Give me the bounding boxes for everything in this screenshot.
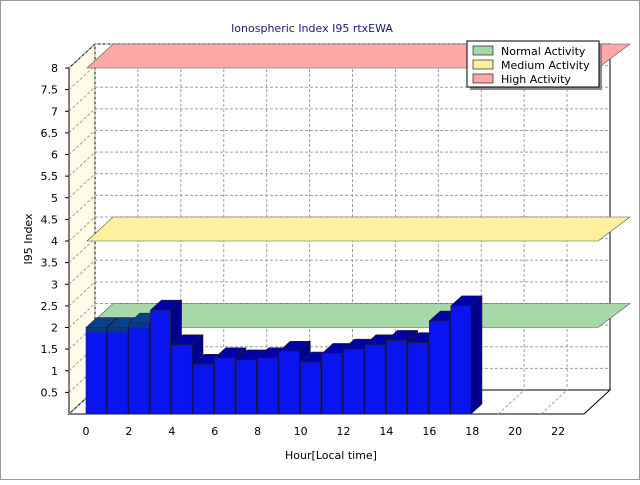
grid-line-floor (497, 389, 525, 415)
bar-series (85, 295, 483, 415)
bar-front (150, 309, 171, 415)
grid-line-floor (68, 389, 96, 415)
y-tick-label: 1.5 (41, 343, 59, 356)
grid-line-wall (68, 238, 96, 263)
activity-bands (86, 43, 631, 328)
y-tick-label: 2.5 (41, 300, 59, 313)
y-tick-label: 5.5 (41, 170, 59, 183)
band-medium-activity (86, 216, 631, 242)
bar-side (470, 295, 483, 415)
x-tick-label: 14 (379, 425, 393, 438)
bar-front (192, 363, 214, 415)
bar-front (257, 357, 279, 415)
band-normal-activity (86, 303, 631, 328)
bar-front (107, 327, 128, 415)
grid-line-wall (68, 65, 96, 90)
x-tick-label: 6 (211, 425, 218, 438)
legend-swatch (472, 73, 494, 84)
bar-front (300, 361, 322, 415)
grid-line-wall (68, 281, 96, 307)
x-tick-label: 0 (83, 425, 90, 438)
grid-line-wall (68, 43, 96, 69)
x-tick-label: 2 (125, 425, 132, 438)
grid-line-wall (68, 324, 96, 350)
y-tick-label: 3 (51, 278, 58, 291)
x-tick-label: 22 (551, 425, 565, 438)
bar-front (235, 359, 257, 415)
grid-line-wall (68, 108, 96, 134)
grid-line-wall (68, 86, 96, 112)
grid-line-floor (540, 389, 568, 415)
grid-line-wall (68, 259, 96, 285)
bar-front (364, 344, 386, 415)
bar-front (321, 353, 343, 415)
bar-front (85, 327, 107, 415)
x-tick-label: 16 (422, 425, 436, 438)
x-tick-label: 18 (465, 425, 479, 438)
grid-line-wall (68, 151, 96, 177)
x-tick-label: 12 (337, 425, 351, 438)
y-tick-label: 4 (51, 235, 58, 248)
legend-swatch (472, 45, 494, 56)
y-tick-label: 7.5 (41, 84, 59, 97)
bar-front (450, 305, 472, 415)
y-tick-label: 6.5 (41, 127, 59, 140)
bar-front (278, 350, 300, 415)
bar-front (429, 320, 450, 415)
grid-line-wall (68, 195, 96, 220)
chart-title: Ionospheric Index I95 rtxEWA (231, 22, 393, 35)
bar-highlight (128, 323, 150, 329)
grid-line-wall (68, 346, 96, 372)
y-tick-label: 5 (51, 192, 58, 205)
y-axis-label: I95 Index (22, 213, 35, 265)
x-axis-ticks: 0 2 4 6 8 10 12 14 16 18 20 22 (83, 425, 566, 438)
y-tick-label: 0.5 (41, 386, 59, 399)
grid-line-wall (68, 216, 96, 242)
bar-highlight (86, 327, 107, 333)
legend-label: Normal Activity (501, 45, 586, 58)
y-tick-label: 6 (51, 149, 58, 162)
y-tick-label: 8 (51, 62, 58, 75)
legend-swatch (472, 59, 494, 70)
x-tick-label: 20 (508, 425, 522, 438)
grid-line-wall (68, 173, 96, 199)
bar-17 (450, 295, 483, 415)
grid-line-wall (68, 130, 96, 155)
y-tick-label: 2 (51, 322, 58, 335)
bar-highlight (107, 327, 128, 333)
grid-line-wall (68, 368, 96, 393)
bar-front (128, 322, 150, 415)
y-tick-label: 3.5 (41, 257, 59, 270)
grid-line-wall (68, 303, 96, 328)
y-tick-label: 4.5 (41, 213, 59, 226)
legend-label: Medium Activity (501, 59, 590, 72)
y-tick-label: 1 (51, 365, 58, 378)
x-tick-label: 4 (168, 425, 175, 438)
bar-front (343, 348, 364, 415)
bar-front (214, 357, 236, 415)
y-tick-label: 7 (51, 105, 58, 118)
bar-front (407, 342, 429, 415)
x-axis-label: Hour[Local time] (285, 449, 377, 462)
bar-front (171, 344, 193, 415)
y-axis-ticks: 0.5 1 1.5 2 2.5 3 3.5 4 4.5 5 5.5 6 6.5 7 7.5 8 (41, 62, 69, 399)
bar-front (386, 340, 407, 415)
x-tick-label: 8 (254, 425, 261, 438)
legend-label: High Activity (501, 73, 571, 86)
x-tick-label: 10 (294, 425, 308, 438)
